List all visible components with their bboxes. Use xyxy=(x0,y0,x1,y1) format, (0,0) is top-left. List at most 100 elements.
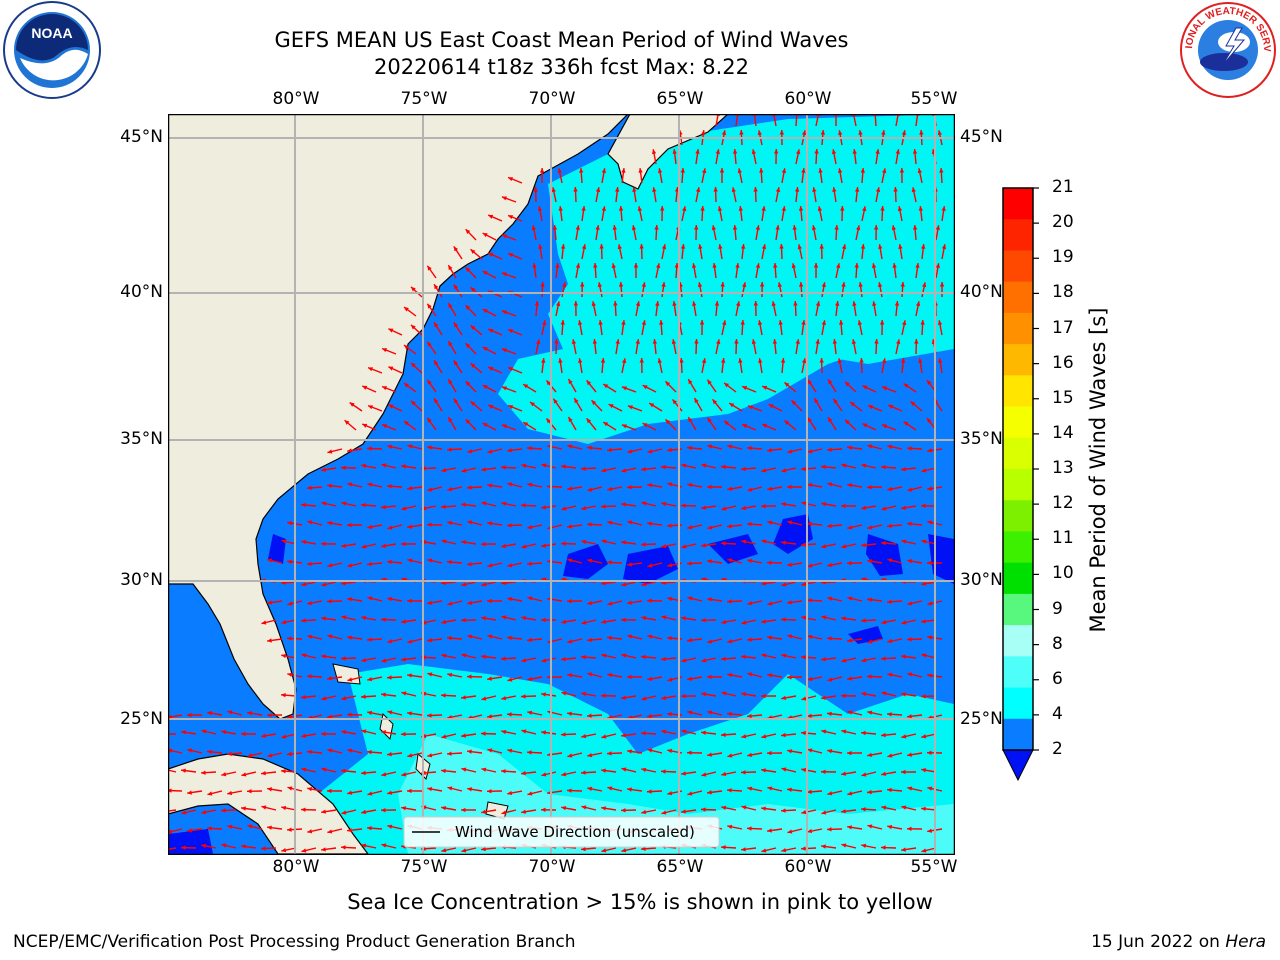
wind-wave-arrowhead xyxy=(641,696,647,701)
wind-wave-arrowhead xyxy=(327,676,332,681)
wind-wave-arrowhead xyxy=(841,244,847,250)
wind-wave-arrowhead xyxy=(881,465,886,470)
wind-wave-arrowhead xyxy=(861,772,867,777)
wind-wave-arrowhead xyxy=(881,620,887,625)
wind-wave-arrowhead xyxy=(307,600,313,606)
wind-wave-arrowhead xyxy=(819,244,824,249)
wind-wave-arrowhead xyxy=(603,422,609,427)
wind-wave-arrowhead xyxy=(267,787,272,792)
wind-wave-arrowhead xyxy=(741,734,747,739)
wind-wave-arrowhead xyxy=(821,464,826,470)
wind-wave-arrowhead xyxy=(321,541,326,547)
wind-wave-arrowhead xyxy=(207,826,212,831)
wind-wave-arrowhead xyxy=(627,749,632,754)
wind-wave-arrowhead xyxy=(781,695,787,700)
wind-wave-arrowhead xyxy=(465,381,471,386)
wind-wave-arrowhead xyxy=(607,786,613,791)
wind-wave-arrowhead xyxy=(427,600,433,605)
wind-wave-arrowhead xyxy=(867,710,873,715)
wind-wave-arrowhead xyxy=(702,168,707,174)
wind-wave-arrowhead xyxy=(387,824,393,829)
wind-wave-arrowhead xyxy=(727,672,733,678)
wind-wave-arrowhead xyxy=(778,320,783,325)
wind-wave-arrowhead xyxy=(721,805,727,811)
wind-wave-arrowhead xyxy=(721,541,726,546)
wind-wave-arrowhead xyxy=(910,401,916,406)
wind-wave-arrowhead xyxy=(694,225,699,230)
wind-wave-arrowhead xyxy=(939,168,944,173)
lon-label-top-55w: 55°W xyxy=(910,89,958,109)
wind-wave-arrowhead xyxy=(767,828,772,833)
wind-wave-arrowhead xyxy=(465,229,471,234)
wind-wave-arrowhead xyxy=(907,521,912,527)
wind-wave-arrowhead xyxy=(467,787,472,792)
wind-wave-arrowhead xyxy=(181,730,186,735)
colorbar-tick-label: 12 xyxy=(1052,493,1074,514)
wind-wave-arrowhead xyxy=(781,206,786,212)
wind-wave-arrowhead xyxy=(344,420,350,425)
wind-wave-arrowhead xyxy=(581,620,587,625)
wind-wave-arrowhead xyxy=(441,619,447,625)
wind-wave-arrowhead xyxy=(327,449,333,454)
wind-wave-arrowhead xyxy=(840,206,845,211)
wind-wave-arrowhead xyxy=(611,263,616,269)
wind-wave-arrowhead xyxy=(441,768,446,774)
wind-wave-arrowhead xyxy=(367,637,372,642)
wind-wave-arrowhead xyxy=(821,695,826,700)
wind-wave-arrowhead xyxy=(724,420,729,426)
wind-wave-arrowhead xyxy=(586,380,592,386)
wind-wave-arrow xyxy=(915,114,919,127)
wind-wave-arrowhead xyxy=(841,693,846,698)
map-frame xyxy=(168,114,955,855)
wind-wave-arrow xyxy=(815,114,820,127)
wind-wave-arrowhead xyxy=(871,263,877,269)
wind-wave-arrowhead xyxy=(639,244,644,249)
wind-wave-arrowhead xyxy=(501,543,507,549)
wind-wave-arrowhead xyxy=(667,447,672,453)
wind-wave-arrowhead xyxy=(821,844,826,849)
wind-wave-arrowhead xyxy=(812,187,817,192)
wind-wave-arrowhead xyxy=(600,358,606,363)
wind-wave-arrowhead xyxy=(753,301,758,306)
wind-wave-arrowhead xyxy=(567,711,572,716)
wind-wave-arrowhead xyxy=(614,187,620,192)
wind-wave-arrowhead xyxy=(939,282,945,287)
wind-wave-arrowhead xyxy=(821,544,827,549)
wind-wave-arrowhead xyxy=(721,691,727,696)
wind-wave-arrowhead xyxy=(621,582,627,587)
footer-date: 15 Jun 2022 on Hera xyxy=(1091,932,1266,952)
wind-wave-arrowhead xyxy=(612,225,617,230)
wind-wave-arrowhead xyxy=(281,539,287,544)
wind-wave-arrowhead xyxy=(521,615,527,621)
wind-wave-arrowhead xyxy=(714,301,720,306)
wind-wave-arrowhead xyxy=(926,418,932,423)
wind-wave-arrowhead xyxy=(907,714,912,719)
wind-wave-arrowhead xyxy=(501,501,507,506)
wind-wave-arrowhead xyxy=(927,673,932,678)
wind-wave-arrowhead xyxy=(681,729,687,734)
wind-wave-arrowhead xyxy=(579,168,584,173)
wind-wave-arrowhead xyxy=(861,542,866,548)
wind-wave-arrowhead xyxy=(361,657,367,663)
wind-wave-arrowhead xyxy=(881,540,886,546)
wind-wave-arrowhead xyxy=(927,520,933,525)
wind-wave-arrowhead xyxy=(887,787,892,793)
wind-wave-arrowhead xyxy=(903,421,909,426)
wind-wave-arrowhead xyxy=(881,845,886,850)
wind-wave-arrowhead xyxy=(711,225,717,231)
colorbar-title: Mean Period of Wind Waves [s] xyxy=(1086,307,1110,633)
wind-wave-arrowhead xyxy=(737,168,742,174)
wind-wave-arrowhead xyxy=(607,520,613,525)
wind-wave-arrowhead xyxy=(641,809,647,815)
wind-wave-arrowhead xyxy=(639,358,644,363)
wind-wave-arrowhead xyxy=(901,620,907,625)
wind-wave-arrowhead xyxy=(861,658,867,663)
period-region-northeast xyxy=(498,114,954,444)
wind-wave-arrowhead xyxy=(751,149,757,155)
wind-wave-arrowhead xyxy=(621,502,626,507)
wind-wave-arrowhead xyxy=(827,523,832,529)
wind-wave-arrowhead xyxy=(921,694,926,699)
wind-wave-arrow xyxy=(795,114,798,127)
wind-wave-arrowhead xyxy=(501,424,507,429)
wind-wave-arrowhead xyxy=(811,225,817,231)
